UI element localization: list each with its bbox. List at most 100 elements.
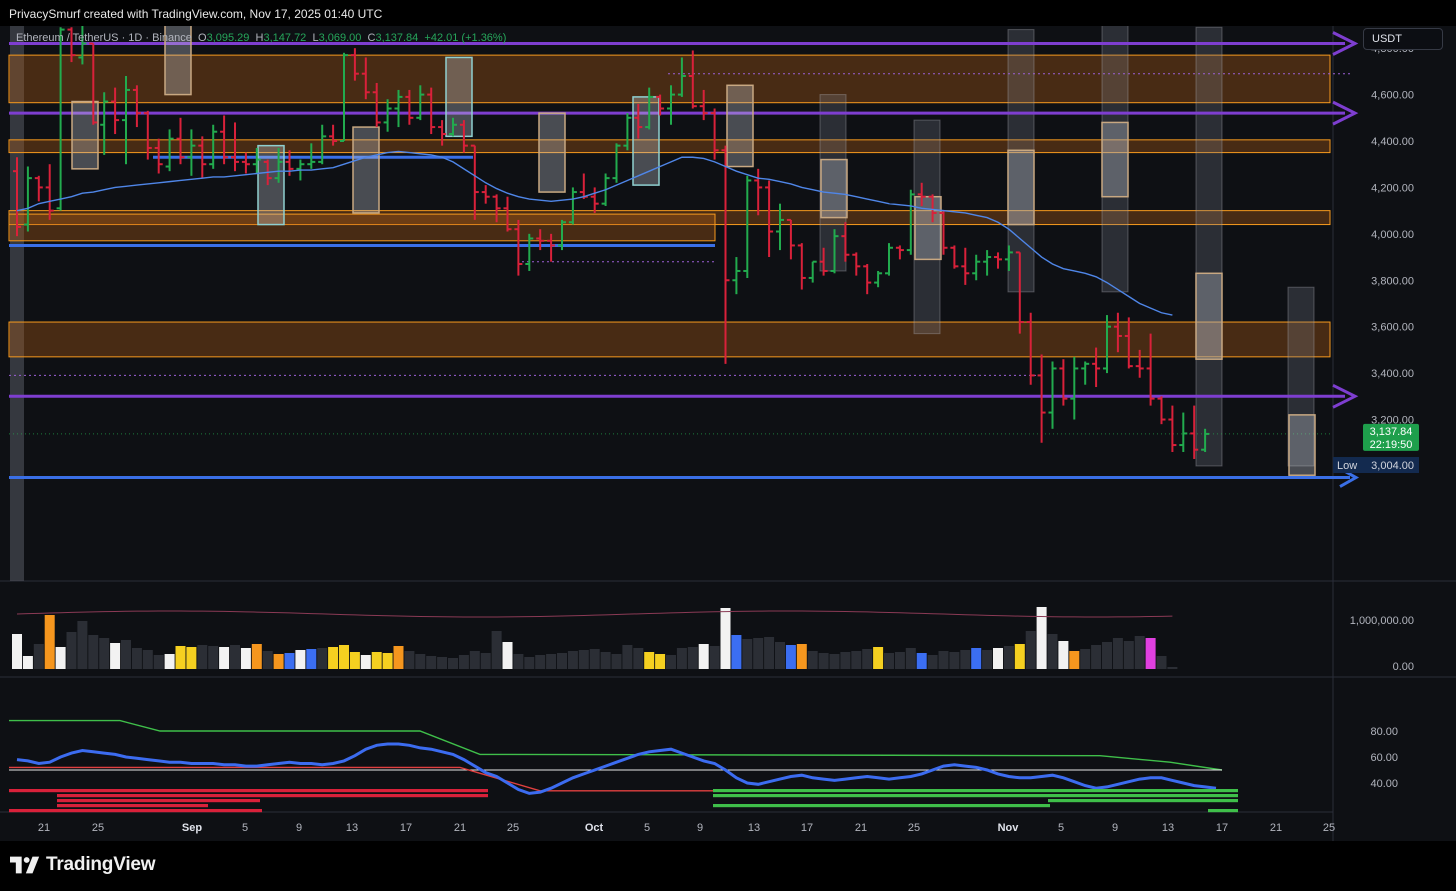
- highlight-box-0: [164, 19, 192, 96]
- volume-bar: [894, 652, 905, 669]
- ohlc-bar: [1103, 315, 1111, 374]
- price-tick-label: 4,000.00: [1371, 229, 1414, 241]
- highlight-box-10: [1007, 149, 1035, 226]
- ohlc-bar: [568, 187, 577, 225]
- ohlc-bar: [1146, 333, 1155, 406]
- volume-bar: [873, 647, 884, 669]
- ohlc-bar: [961, 247, 970, 285]
- ohlc-bar: [100, 92, 109, 155]
- volume-bar: [328, 647, 339, 669]
- supply-zone-4: [8, 321, 1331, 358]
- volume-bar: [1091, 645, 1102, 669]
- ohlc-bar: [122, 76, 130, 165]
- ohlc-bar: [623, 113, 632, 151]
- change-value: +42.01 (+1.36%): [424, 32, 507, 44]
- high-value: 3,147.72: [263, 32, 307, 44]
- volume-bar: [644, 652, 655, 669]
- ohlc-bar: [220, 115, 229, 165]
- volume-bar: [993, 648, 1003, 669]
- volume-bar: [1112, 638, 1123, 669]
- highlight-box-13: [1288, 414, 1316, 476]
- left-scroll-shade: [10, 26, 24, 581]
- attribution-bar: PrivacySmurf created with TradingView.co…: [0, 0, 1456, 26]
- volume-bar: [807, 651, 818, 669]
- ohlc-bar: [972, 254, 981, 281]
- signal-strip-9: [1208, 809, 1238, 813]
- time-tick-label: 9: [1112, 822, 1118, 834]
- volume-bar: [578, 650, 589, 669]
- projection-box-5: [1287, 286, 1315, 467]
- volume-bar: [731, 635, 742, 669]
- volume-bar: [611, 654, 622, 669]
- volume-bar: [240, 648, 251, 669]
- volume-bar: [666, 655, 676, 669]
- chart-canvas[interactable]: 5,000.004,800.004,600.004,400.004,200.00…: [0, 0, 1456, 841]
- volume-bar: [1036, 607, 1047, 669]
- ohlc-bar: [143, 110, 152, 160]
- volume-bar: [1069, 651, 1080, 669]
- ohlc-bar: [797, 243, 806, 290]
- volume-bar: [339, 645, 349, 669]
- currency-selector-button[interactable]: USDT: [1363, 28, 1443, 50]
- volume-bar: [1025, 631, 1036, 669]
- ohlc-bar: [1059, 359, 1068, 406]
- attribution-text: PrivacySmurf created with TradingView.co…: [9, 7, 383, 21]
- time-tick-label: 5: [242, 822, 248, 834]
- ohlc-bar: [677, 57, 686, 97]
- volume-bar: [251, 644, 262, 669]
- close-label: C: [367, 32, 376, 44]
- time-tick-label: 25: [507, 822, 519, 834]
- ohlc-bar: [743, 175, 752, 278]
- volume-bar: [982, 650, 993, 669]
- ohlc-bar: [459, 120, 468, 153]
- ohlc-bar: [645, 87, 654, 130]
- signal-strip-0: [9, 789, 488, 793]
- highlight-box-12: [1195, 272, 1223, 360]
- ohlc-bar: [89, 42, 98, 125]
- supply-zone-0: [8, 54, 1331, 104]
- volume-bar: [1047, 634, 1058, 669]
- close-value: 3,137.84: [375, 32, 419, 44]
- ohlc-bar: [754, 168, 763, 216]
- ohlc-bar: [667, 85, 675, 125]
- ohlc-bar: [1190, 405, 1199, 459]
- volume-bar: [306, 649, 317, 669]
- time-tick-label: 9: [296, 822, 302, 834]
- ohlc-bar: [350, 48, 359, 81]
- ohlc-bar: [154, 138, 163, 174]
- symbol-name[interactable]: Ethereum / TetherUS · 1D · Binance: [16, 32, 192, 44]
- volume-bar: [219, 647, 230, 669]
- volume-bar: [55, 647, 66, 669]
- volume-bar: [426, 656, 437, 669]
- ohlc-bar: [765, 180, 774, 258]
- ohlc-bar: [874, 270, 883, 288]
- volume-bar: [502, 642, 513, 669]
- ohlc-bar: [405, 89, 414, 125]
- volume-bar: [535, 655, 546, 669]
- price-tick-label: 4,600.00: [1371, 90, 1414, 102]
- ohlc-bar: [917, 182, 926, 206]
- time-tick-label: 21: [38, 822, 50, 834]
- volume-bar: [284, 653, 295, 669]
- chart-area[interactable]: 5,000.004,800.004,600.004,400.004,200.00…: [0, 0, 1456, 841]
- volume-bar: [960, 650, 971, 669]
- time-tick-label: 13: [1162, 822, 1174, 834]
- volume-bar: [393, 646, 404, 669]
- supply-zone-1: [8, 139, 1331, 154]
- ohlc-bar: [547, 233, 556, 262]
- volume-bar: [1080, 649, 1091, 669]
- tradingview-logo-icon: [10, 856, 40, 874]
- ohlc-bar: [427, 87, 436, 135]
- ohlc-bar: [165, 129, 174, 172]
- ohlc-bar: [318, 124, 327, 165]
- ohlc-bar: [231, 122, 239, 172]
- volume-bar: [622, 645, 633, 669]
- ohlc-bar: [558, 219, 566, 251]
- volume-bar: [753, 638, 764, 669]
- purple-arrow-2: [1332, 383, 1359, 409]
- volume-bar: [197, 645, 208, 669]
- highlight-box-4: [445, 56, 473, 138]
- volume-bar: [862, 649, 873, 669]
- volume-bar: [916, 653, 927, 669]
- tradingview-logo[interactable]: TradingView: [10, 854, 156, 876]
